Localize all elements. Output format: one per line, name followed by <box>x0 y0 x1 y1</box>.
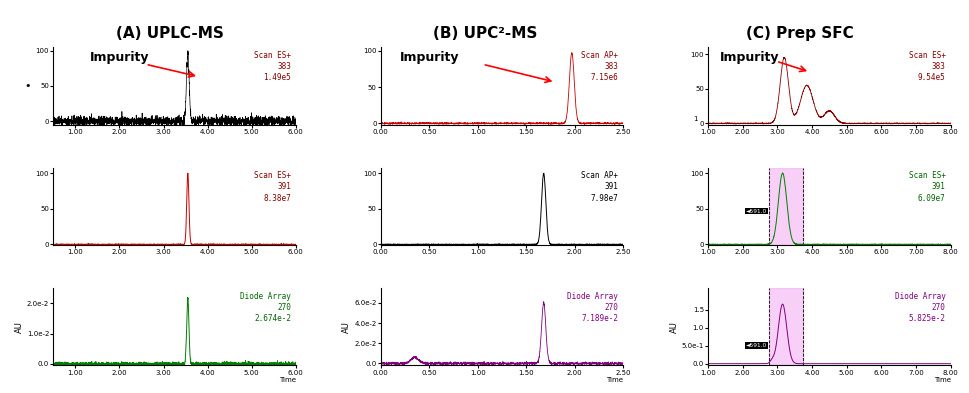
Text: Impurity: Impurity <box>89 51 149 64</box>
Text: Impurity: Impurity <box>399 51 459 64</box>
Y-axis label: AU: AU <box>342 321 351 332</box>
Y-axis label: AU: AU <box>669 321 678 332</box>
Text: Time: Time <box>932 377 950 383</box>
Text: (C) Prep SFC: (C) Prep SFC <box>745 26 854 40</box>
Text: Scan ES+
391
8.38e7: Scan ES+ 391 8.38e7 <box>254 171 291 202</box>
Text: ◄591.0: ◄591.0 <box>745 209 766 213</box>
Text: (B) UPC²-MS: (B) UPC²-MS <box>432 26 537 40</box>
Text: 1: 1 <box>693 116 698 122</box>
Text: Scan ES+
383
1.49e5: Scan ES+ 383 1.49e5 <box>254 51 291 82</box>
Text: Time: Time <box>278 377 296 383</box>
Text: Diode Array
270
5.825e-2: Diode Array 270 5.825e-2 <box>894 292 945 323</box>
Text: Time: Time <box>606 377 622 383</box>
Bar <box>767 288 802 365</box>
Text: Impurity: Impurity <box>719 51 779 64</box>
Text: Diode Array
270
7.189e-2: Diode Array 270 7.189e-2 <box>567 292 617 323</box>
Y-axis label: AU: AU <box>15 321 24 332</box>
Text: Scan ES+
391
6.09e7: Scan ES+ 391 6.09e7 <box>908 171 945 202</box>
Text: Scan ES+
383
9.54e5: Scan ES+ 383 9.54e5 <box>908 51 945 82</box>
Bar <box>767 167 802 245</box>
Text: ◄591.0: ◄591.0 <box>745 343 766 348</box>
Text: (A) UPLC-MS: (A) UPLC-MS <box>115 26 224 40</box>
Text: Diode Array
270
2.674e-2: Diode Array 270 2.674e-2 <box>240 292 291 323</box>
Text: Scan AP+
383
7.15e6: Scan AP+ 383 7.15e6 <box>580 51 617 82</box>
Text: Scan AP+
391
7.98e7: Scan AP+ 391 7.98e7 <box>580 171 617 202</box>
Text: •: • <box>24 81 31 91</box>
